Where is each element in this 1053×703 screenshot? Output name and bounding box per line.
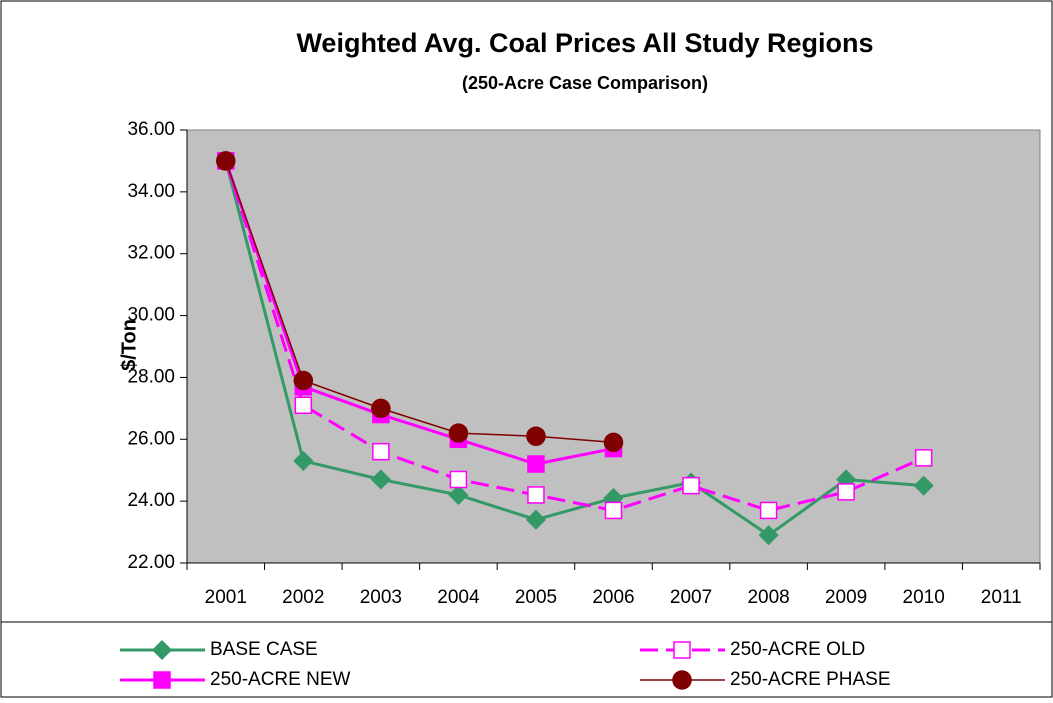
data-point <box>526 426 546 446</box>
legend-label: 250-ACRE PHASE <box>730 669 891 690</box>
data-point <box>448 484 469 506</box>
data-point <box>603 432 624 453</box>
data-point <box>294 396 313 415</box>
x-tick-label: 2004 <box>437 587 480 608</box>
chart-title: Weighted Avg. Coal Prices All Study Regi… <box>296 28 873 58</box>
x-tick-label: 2005 <box>515 587 557 608</box>
legend-marker <box>151 639 173 661</box>
legend-label: BASE CASE <box>210 639 318 660</box>
data-point <box>759 501 778 520</box>
legend-marker <box>673 641 691 659</box>
y-tick-label: 34.00 <box>127 181 175 202</box>
data-point <box>837 483 855 501</box>
series-line <box>224 160 925 512</box>
x-tick-label: 2003 <box>360 587 402 608</box>
series-line <box>224 160 924 537</box>
legend-marker <box>672 670 692 690</box>
x-tick-label: 2002 <box>282 587 324 608</box>
data-point <box>525 509 547 530</box>
data-point <box>758 525 779 546</box>
x-tick-label: 2009 <box>825 587 867 608</box>
y-tick-label: 36.00 <box>127 119 175 140</box>
y-axis-label: $/Ton <box>118 319 140 371</box>
data-point <box>604 501 623 520</box>
data-point <box>293 450 314 471</box>
legend-label: 250-ACRE OLD <box>730 639 865 660</box>
data-point <box>914 449 933 467</box>
x-tick-label: 2010 <box>903 587 945 608</box>
y-tick-label: 24.00 <box>127 490 175 511</box>
data-point <box>448 423 469 443</box>
y-tick-label: 26.00 <box>127 428 175 449</box>
data-point <box>527 455 545 473</box>
x-tick-label: 2008 <box>747 587 789 608</box>
x-tick-label: 2001 <box>205 587 247 608</box>
y-tick-label: 22.00 <box>127 552 175 573</box>
data-point <box>372 442 390 461</box>
data-point <box>682 476 700 495</box>
chart-subtitle: (250-Acre Case Comparison) <box>462 73 708 93</box>
data-point <box>527 486 545 504</box>
data-point <box>370 469 391 490</box>
legend-marker <box>153 671 171 689</box>
x-tick-label: 2007 <box>670 587 712 608</box>
y-tick-label: 32.00 <box>127 243 175 264</box>
series-line <box>224 160 614 466</box>
x-tick-label: 2011 <box>981 587 1022 608</box>
y-tick-label: 30.00 <box>127 305 175 326</box>
data-point <box>371 398 391 419</box>
x-tick-label: 2006 <box>592 587 634 608</box>
series-line <box>225 160 614 444</box>
y-tick-label: 28.00 <box>127 366 175 387</box>
legend-label: 250-ACRE NEW <box>210 669 350 690</box>
data-point <box>449 470 468 489</box>
data-point <box>293 370 314 391</box>
data-point <box>913 475 934 496</box>
data-point <box>216 151 236 171</box>
